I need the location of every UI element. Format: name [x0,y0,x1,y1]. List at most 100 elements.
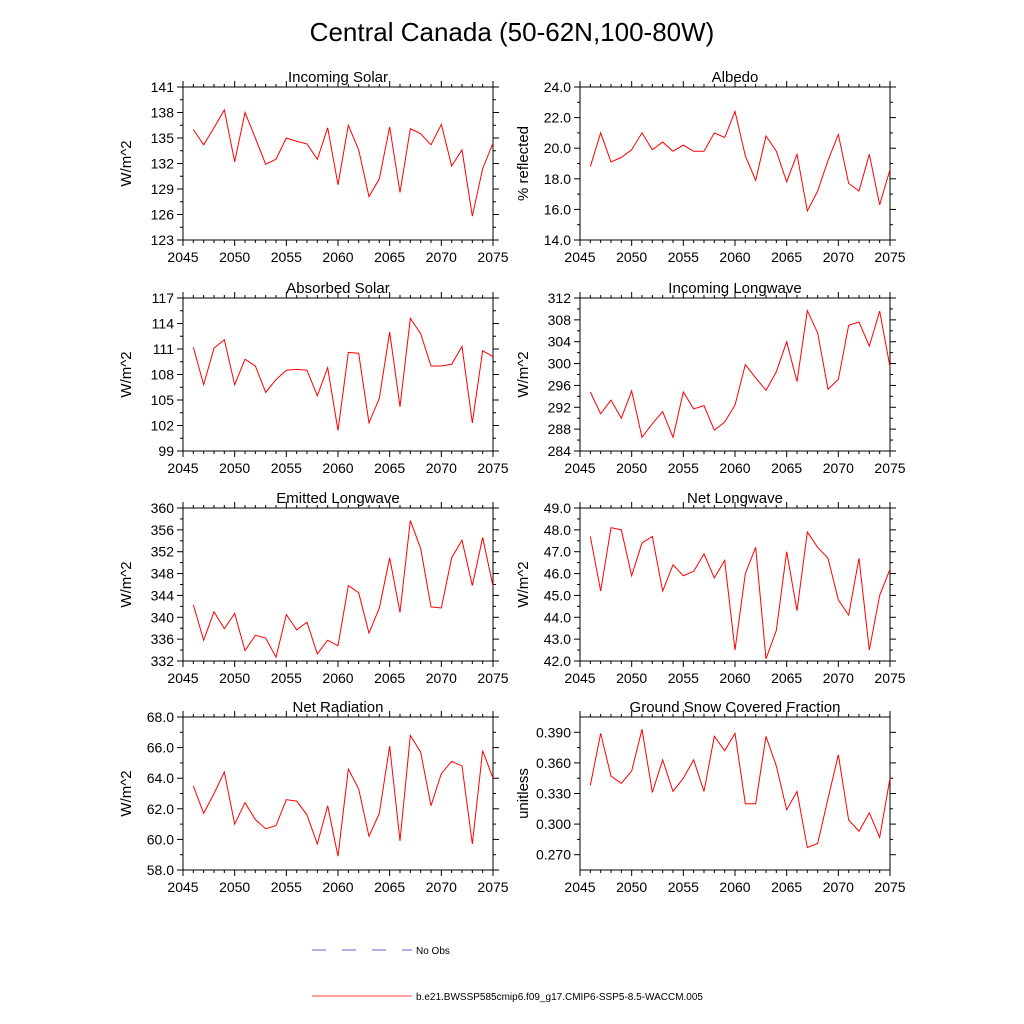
x-tick-label: 2045 [564,460,595,476]
series-line [192,733,494,857]
x-tick-label: 2065 [374,460,405,476]
x-tick-label: 2055 [668,460,699,476]
y-tick-label: 22.0 [544,110,571,126]
panel-title: Net Longwave [687,490,783,507]
y-tick-label: 296 [548,377,572,393]
y-tick-label: 58.0 [147,862,174,878]
y-tick-label: 0.360 [536,755,571,771]
x-tick-label: 2070 [823,879,854,895]
y-tick-label: 292 [548,399,572,415]
x-tick-label: 2045 [167,879,198,895]
y-tick-label: 66.0 [147,740,174,756]
x-tick-label: 2055 [271,460,302,476]
y-tick-label: 356 [151,522,175,538]
figure-title: Central Canada (50-62N,100-80W) [310,17,715,47]
x-tick-label: 2060 [322,670,353,686]
y-axis-title: W/m^2 [118,770,135,816]
y-tick-label: 0.270 [536,847,571,863]
x-tick-label: 2045 [167,249,198,265]
y-tick-label: 123 [151,232,175,248]
legend-label: No Obs [416,946,450,957]
panel-albedo: Albedo % reflected 2045 2050 2055 2060 2065 207… [515,69,906,265]
y-axis-title: W/m^2 [118,140,135,186]
series-line [589,308,891,440]
y-axis-title: W/m^2 [515,561,532,607]
y-tick-label: 0.330 [536,786,571,802]
series-line [192,108,494,217]
x-tick-label: 2050 [219,879,250,895]
series-0 [589,308,891,440]
x-tick-label: 2070 [426,249,457,265]
series-line [589,109,891,213]
y-tick-label: 332 [151,653,175,669]
y-tick-label: 68.0 [147,709,174,725]
x-tick-label: 2065 [771,879,802,895]
x-tick-label: 2075 [477,249,508,265]
plot-frame [579,86,891,241]
y-tick-label: 20.0 [544,140,571,156]
y-tick-label: 129 [151,181,175,197]
x-tick-label: 2070 [823,249,854,265]
x-tick-label: 2060 [322,460,353,476]
x-tick-label: 2060 [322,879,353,895]
y-tick-label: 284 [548,443,572,459]
x-tick-label: 2045 [167,460,198,476]
panel-incoming-longwave: Incoming Longwave W/m^2 2045 2050 2055 2060 20… [515,280,906,476]
x-tick-label: 2050 [219,670,250,686]
x-tick-label: 2065 [771,249,802,265]
x-tick-label: 2075 [477,670,508,686]
y-axis-title: unitless [515,768,532,819]
y-tick-label: 18.0 [544,171,571,187]
legend-label: b.e21.BWSSP585cmip6.f09_g17.CMIP6-SSP5-8… [416,992,703,1003]
y-tick-label: 108 [151,367,175,383]
x-tick-label: 2075 [874,670,905,686]
y-tick-label: 0.390 [536,724,571,740]
y-tick-label: 126 [151,207,175,223]
y-tick-label: 360 [151,500,175,516]
panel-title: Incoming Solar [288,69,388,86]
series-0 [192,317,494,431]
x-tick-label: 2070 [426,460,457,476]
panel-title: Emitted Longwave [276,490,399,507]
panel-title: Ground Snow Covered Fraction [630,699,841,716]
x-tick-label: 2060 [719,670,750,686]
x-tick-label: 2055 [271,879,302,895]
y-tick-label: 308 [548,312,572,328]
x-tick-label: 2055 [271,249,302,265]
x-tick-label: 2060 [719,879,750,895]
x-tick-label: 2045 [564,879,595,895]
y-tick-label: 352 [151,544,175,560]
y-tick-label: 45.0 [544,587,571,603]
x-tick-label: 2070 [426,879,457,895]
x-tick-label: 2070 [823,460,854,476]
y-axis-title: W/m^2 [118,561,135,607]
y-tick-label: 47.0 [544,544,571,560]
y-tick-label: 138 [151,105,175,121]
x-tick-label: 2065 [374,670,405,686]
panel-net-radiation: Net Radiation W/m^2 2045 2050 2055 2060 2065 20… [118,699,509,895]
y-tick-label: 300 [548,356,572,372]
panel-absorbed-solar: Absorbed Solar W/m^2 2045 2050 2055 2060 2065 2… [118,280,509,476]
panel-incoming-solar: Incoming Solar W/m^2 2045 2050 2055 2060 2065 2… [118,69,509,265]
x-tick-label: 2075 [874,249,905,265]
x-tick-label: 2055 [668,879,699,895]
x-tick-label: 2060 [322,249,353,265]
y-tick-label: 348 [151,566,175,582]
y-tick-label: 132 [151,156,175,172]
x-tick-label: 2045 [564,670,595,686]
panel-title: Albedo [712,69,759,86]
panels-group: Incoming Solar W/m^2 2045 2050 2055 2060 2065 2… [118,69,906,895]
x-tick-label: 2065 [374,879,405,895]
legend: No Obs b.e21.BWSSP585cmip6.f09_g17.CMIP6-… [312,946,703,1003]
x-tick-label: 2050 [616,249,647,265]
plot-frame [182,86,494,241]
y-tick-label: 102 [151,418,175,434]
x-tick-label: 2050 [219,460,250,476]
x-tick-label: 2065 [771,670,802,686]
panel-title: Incoming Longwave [668,280,801,297]
y-tick-label: 312 [548,290,572,306]
x-tick-label: 2065 [374,249,405,265]
y-tick-label: 14.0 [544,232,571,248]
y-tick-label: 114 [152,316,175,332]
plot-frame [182,716,494,871]
